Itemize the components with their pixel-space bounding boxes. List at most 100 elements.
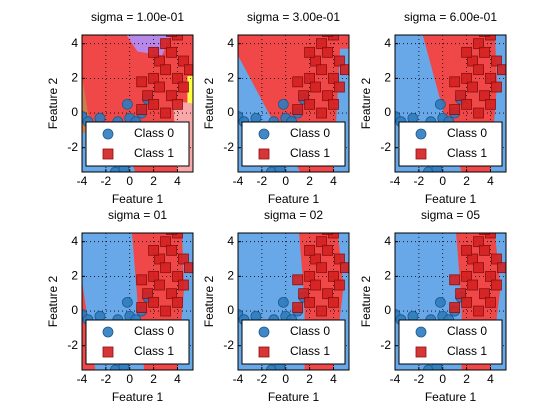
legend-label: Class 1 [447, 146, 487, 160]
point [467, 81, 478, 93]
point [172, 35, 183, 41]
point [467, 253, 478, 265]
x-tick-label: 0 [282, 174, 289, 188]
point [148, 296, 160, 308]
point [461, 98, 473, 110]
x-tick-label: -2 [101, 372, 112, 386]
y-axis-label: Feature 2 [202, 275, 216, 327]
point [298, 90, 310, 102]
point [461, 46, 473, 58]
point [277, 296, 289, 308]
point [148, 98, 160, 110]
point [328, 270, 339, 282]
point [178, 55, 189, 67]
point [322, 288, 333, 300]
point [121, 98, 133, 110]
subplot-title: sigma = 01 [108, 208, 167, 222]
point [166, 46, 177, 58]
point [479, 233, 490, 235]
point [304, 98, 316, 110]
point [491, 279, 502, 291]
point [449, 302, 461, 313]
point [148, 244, 160, 256]
point [166, 233, 177, 235]
point [461, 72, 473, 84]
point [485, 233, 496, 239]
axes-frame [81, 232, 194, 371]
point [154, 253, 165, 265]
subplot-title: sigma = 3.00e-01 [247, 10, 340, 24]
y-axis-label: Feature 2 [46, 275, 60, 327]
point [316, 262, 327, 274]
x-tick-label: 4 [487, 174, 494, 188]
scatter-points [82, 35, 193, 172]
point [322, 90, 333, 102]
point [154, 279, 165, 291]
point [172, 296, 183, 308]
point [154, 81, 165, 93]
y-tick-label: 0 [384, 303, 391, 317]
point [148, 270, 160, 282]
x-tick-label: 0 [439, 372, 446, 386]
x-tick-label: 2 [306, 174, 313, 188]
y-tick-label: 2 [227, 269, 234, 283]
point [473, 262, 484, 274]
x-tick-label: 4 [330, 174, 337, 188]
point [485, 270, 496, 282]
y-tick-label: 4 [227, 36, 234, 50]
subplot-title: sigma = 1.00e-01 [91, 10, 184, 24]
point [154, 55, 165, 67]
point [110, 166, 121, 172]
subplot-title: sigma = 02 [264, 208, 323, 222]
point [178, 253, 189, 265]
point [172, 270, 183, 282]
point [310, 55, 321, 67]
x-tick-label: 4 [330, 372, 337, 386]
x-axis-label: Feature 1 [268, 192, 320, 206]
point [304, 296, 316, 308]
point [467, 279, 478, 291]
legend-marker [102, 148, 114, 160]
subplot-title: sigma = 6.00e-01 [404, 10, 497, 24]
x-tick-label: 2 [150, 174, 157, 188]
point [340, 262, 349, 274]
point [316, 38, 327, 50]
point [473, 305, 484, 317]
x-axis-label: Feature 1 [112, 390, 164, 404]
legend-marker [258, 128, 270, 140]
point [322, 35, 333, 37]
legend: Class 0 Class 1 [241, 319, 346, 365]
point [328, 98, 339, 110]
point [178, 81, 189, 93]
legend-label: Class 1 [134, 146, 174, 160]
x-tick-label: 2 [306, 372, 313, 386]
point [160, 107, 171, 119]
subplot: -4 -2 0 2 4 -2 0 2 4 sigma = 01 Feature 1 Feature 2… [46, 208, 194, 404]
axes-frame [394, 232, 507, 371]
y-tick-label: 4 [384, 234, 391, 248]
legend-marker [415, 346, 427, 358]
point [136, 76, 148, 88]
point [142, 288, 154, 300]
point [455, 90, 467, 102]
point [334, 55, 345, 67]
y-tick-label: 4 [384, 36, 391, 50]
point [449, 274, 461, 286]
point [473, 236, 484, 248]
point [479, 46, 490, 58]
y-tick-label: 2 [71, 269, 78, 283]
point [461, 244, 473, 256]
point [485, 296, 496, 308]
y-tick-label: -2 [67, 338, 78, 352]
point [423, 166, 434, 172]
x-tick-label: -2 [257, 372, 268, 386]
legend-label: Class 0 [447, 324, 487, 338]
legend-marker [258, 326, 270, 338]
legend-label: Class 1 [447, 344, 487, 358]
point [166, 90, 177, 102]
x-tick-label: -2 [414, 372, 425, 386]
y-tick-label: 4 [71, 234, 78, 248]
point [340, 64, 349, 76]
point [160, 305, 171, 317]
x-tick-label: 4 [174, 372, 181, 386]
